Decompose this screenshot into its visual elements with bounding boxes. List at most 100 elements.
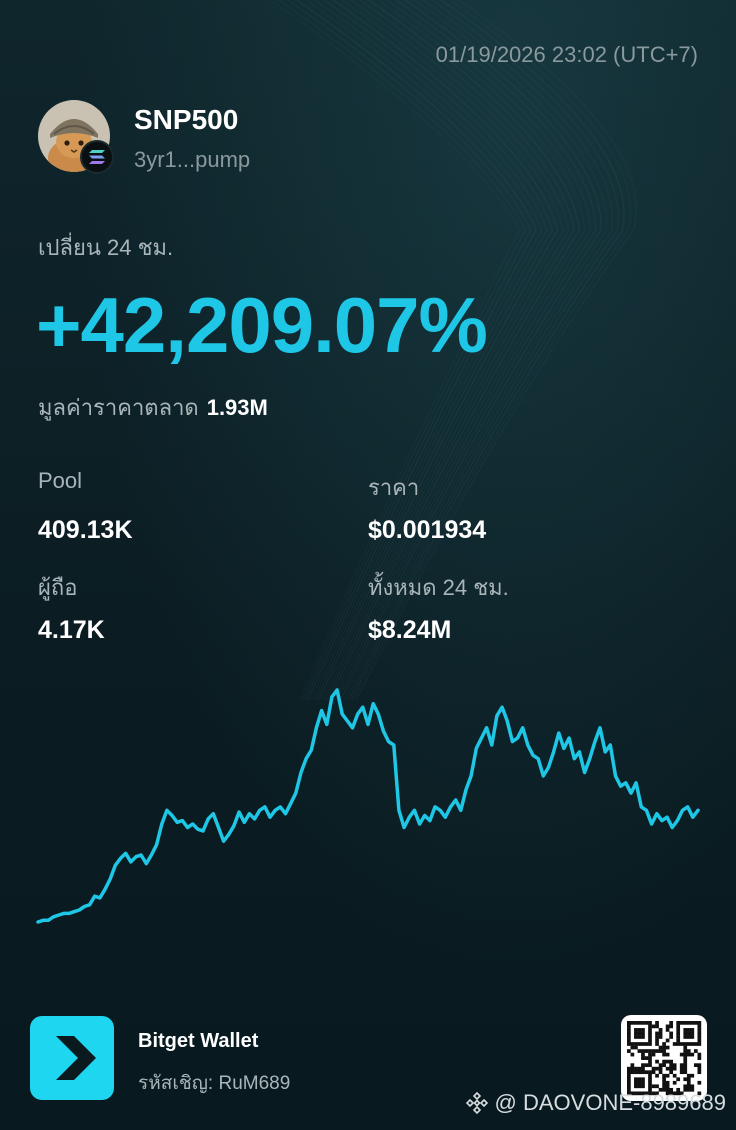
qr-module [634,1066,638,1071]
qr-module [658,1049,663,1053]
qr-module [669,1070,674,1075]
qr-module [655,1021,659,1025]
qr-module [669,1024,674,1029]
qr-module [676,1091,681,1096]
qr-module [686,1042,691,1046]
qr-module [634,1070,638,1075]
qr-module [672,1080,677,1085]
qr-module [676,1035,681,1039]
qr-module [630,1052,635,1057]
qr-module [697,1080,702,1085]
qr-module [637,1049,642,1053]
qr-module [641,1049,645,1053]
qr-module [630,1070,635,1075]
qr-module [627,1070,631,1075]
qr-module [655,1073,659,1078]
qr-module [658,1031,663,1036]
qr-module [634,1091,638,1096]
qr-module [641,1077,645,1082]
qr-module [683,1066,688,1071]
qr-module [641,1035,645,1039]
wave-line [342,0,608,700]
wave-line [287,0,532,700]
qr-module [651,1052,656,1057]
qr-module [686,1031,691,1036]
qr-module [651,1070,656,1075]
qr-module [669,1091,674,1096]
qr-module [669,1063,674,1068]
qr-module [683,1063,688,1068]
wave-line [345,0,613,700]
qr-module [665,1091,670,1096]
qr-module [683,1035,688,1039]
qr-module [686,1049,691,1053]
qr-module [686,1080,691,1085]
holders-label: ผู้ถือ [38,575,78,600]
qr-module [672,1066,677,1071]
qr-module [683,1056,688,1060]
wave-line [315,0,553,700]
holders-value: 4.17K [38,616,105,644]
qr-module [655,1091,659,1096]
wave-line [313,0,548,700]
qr-module [641,1042,645,1046]
qr-module [697,1021,702,1025]
qr-module [662,1052,666,1057]
qr-module [669,1059,674,1064]
qr-module [627,1042,631,1046]
qr-module [648,1091,652,1096]
qr-module [697,1070,702,1075]
market-cap-value: 1.93M [206,395,268,420]
wave-lines-decoration [278,0,631,700]
qr-module [637,1042,642,1046]
qr-module [693,1042,698,1046]
qr-module [630,1045,635,1050]
qr-module [644,1063,649,1068]
qr-module [676,1021,681,1025]
qr-module [637,1080,642,1085]
price-line [36,688,700,924]
wave-line [353,0,631,700]
qr-module [627,1091,631,1096]
qr-module [679,1042,684,1046]
qr-module [697,1035,702,1039]
wave-line [340,0,602,700]
qr-module [690,1028,695,1032]
qr-module [697,1056,702,1060]
binance-icon [465,1091,488,1115]
market-cap: มูลค่าราคาตลาด 1.93M [38,390,268,425]
qr-module [665,1059,670,1064]
qr-module [665,1084,670,1089]
market-cap-label: มูลค่าราคาตลาด [38,395,199,420]
qr-module [697,1063,702,1068]
qr-module [637,1070,642,1075]
qr-module [676,1087,681,1092]
qr-module [655,1049,659,1053]
qr-module [644,1042,649,1046]
qr-module [665,1038,670,1043]
token-name: SNP500 [134,104,239,135]
qr-module [662,1087,666,1092]
qr-module [658,1066,663,1071]
qr-module [637,1035,642,1039]
qr-module [648,1052,652,1057]
qr-module [648,1059,652,1064]
qr-module [637,1077,642,1082]
wave-line [305,0,543,700]
qr-module [672,1091,677,1096]
wave-line [278,0,526,700]
wave-line [296,0,537,700]
qr-module [658,1063,663,1068]
qr-module [641,1021,645,1025]
qr-module [662,1073,666,1078]
qr-module [686,1052,691,1057]
qr-module [637,1091,642,1096]
wave-line [318,0,559,700]
qr-module [627,1084,631,1089]
qr-module [690,1084,695,1089]
qr-module [658,1028,663,1032]
qr-module [634,1031,638,1036]
qr-module [686,1087,691,1092]
qr-module [630,1066,635,1071]
qr-module [662,1080,666,1085]
